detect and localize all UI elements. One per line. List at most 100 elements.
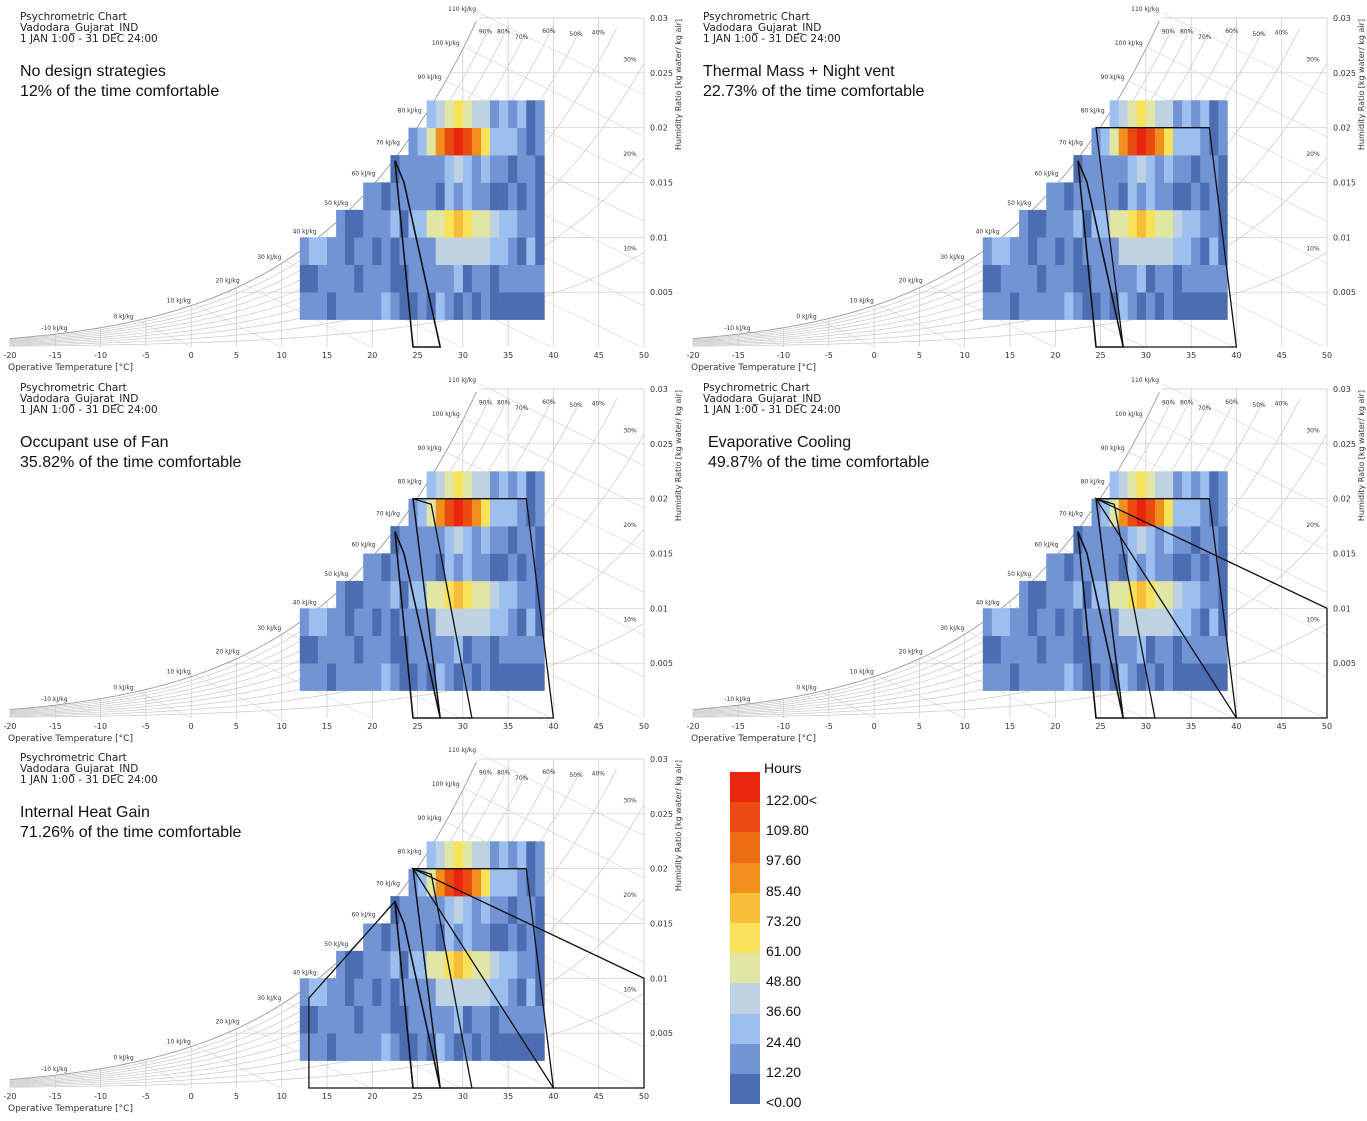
heatmap-cell: [982, 292, 993, 320]
y-tick-label: 0.01: [650, 233, 668, 242]
enthalpy-line: [1162, 383, 1328, 466]
heatmap-cell: [535, 209, 545, 238]
heatmap-cell: [1154, 155, 1165, 183]
legend-swatch: [730, 802, 760, 833]
rh-label: 90%: [479, 400, 493, 407]
heatmap-cell: [390, 237, 400, 265]
enthalpy-label: 30 kJ/kg: [257, 625, 281, 632]
heatmap-cell: [1037, 292, 1047, 320]
heatmap-cell: [517, 182, 527, 211]
heatmap-cell: [435, 1005, 446, 1034]
heatmap-cell: [1218, 292, 1228, 320]
heatmap-cell: [517, 663, 527, 691]
heatmap-cell: [1173, 100, 1183, 128]
legend-label: 12.20: [766, 1063, 802, 1080]
heatmap-cell: [1082, 182, 1092, 211]
heatmap-cell: [1046, 635, 1056, 664]
heatmap-cell: [1046, 292, 1056, 320]
heatmap-cell: [1091, 127, 1101, 156]
heatmap-cell: [508, 896, 518, 924]
heatmap-cell: [535, 127, 545, 156]
enthalpy-line: [463, 787, 645, 879]
heatmap-cell: [1145, 498, 1156, 527]
heatmap-cell: [363, 663, 373, 691]
heatmap-cell: [462, 264, 473, 293]
heatmap-cell: [435, 978, 446, 1006]
heatmap-cell: [1136, 553, 1147, 582]
heatmap-cell: [336, 1005, 346, 1034]
heatmap-cell: [535, 155, 545, 183]
heatmap-cell: [490, 868, 500, 897]
heatmap-cell: [363, 1033, 373, 1061]
heatmap-cell: [1091, 264, 1101, 293]
heatmap-cell: [408, 663, 418, 691]
heatmap-cell: [426, 237, 436, 265]
heatmap-cell: [1055, 553, 1065, 582]
heatmap-cell: [381, 209, 391, 238]
heatmap-cell: [1154, 100, 1165, 128]
x-tick-label: 30: [1141, 722, 1151, 731]
header-period: 1 JAN 1:00 - 31 DEC 24:00: [703, 33, 841, 45]
heatmap-cell: [1209, 635, 1219, 664]
rh-label: 60%: [542, 399, 556, 406]
x-axis-label: Operative Temperature [°C]: [8, 734, 133, 744]
zone-evaporative: [411, 867, 645, 1089]
x-tick-label: 40: [548, 1092, 558, 1101]
heatmap-cell: [308, 292, 319, 320]
heatmap-cell: [982, 608, 993, 636]
panel-header: Psychrometric Chart Vadodara_Gujarat_IND 1…: [703, 383, 841, 416]
x-tick-label: -5: [825, 722, 833, 731]
heatmap-cell: [336, 1033, 346, 1061]
heatmap-cell: [1118, 580, 1129, 609]
heatmap-cell: [1082, 209, 1092, 238]
heatmap-cell: [535, 635, 545, 664]
heatmap-cell: [490, 841, 500, 869]
heatmap-cell: [517, 155, 527, 183]
enthalpy-label: 60 kJ/kg: [351, 171, 375, 178]
heatmap-cell: [1028, 580, 1038, 609]
heatmap-cell: [399, 635, 409, 664]
heatmap-cell: [481, 100, 491, 128]
psychrometric-panel-2: -20 -15 -10 -5 0 5 10 15 20 25 30 35 40 45 50 0.005 0.01…: [683, 0, 1366, 373]
heatmap-cell: [1073, 182, 1083, 211]
heatmap-cell: [354, 608, 364, 636]
heatmap-cell: [1145, 182, 1156, 211]
legend-swatch: [730, 1013, 760, 1044]
header-chart-name: Psychrometric Chart: [703, 382, 810, 394]
x-axis-label: Operative Temperature [°C]: [8, 1104, 133, 1114]
rh-label: 30%: [623, 797, 637, 804]
heatmap-cell: [1182, 100, 1192, 128]
heatmap-cell: [481, 471, 491, 499]
enthalpy-label: 50 kJ/kg: [1007, 571, 1031, 578]
heatmap-cell: [1209, 498, 1219, 527]
header-chart-name: Psychrometric Chart: [20, 752, 127, 764]
enthalpy-line: [877, 675, 965, 719]
heatmap-cell: [490, 608, 500, 636]
saturation-curve: [9, 391, 477, 711]
heatmap-cell: [1064, 182, 1074, 211]
heatmap-cell: [481, 978, 491, 1006]
heatmap-cell: [1209, 580, 1219, 609]
heatmap-cell: [453, 923, 464, 952]
heatmap-cell: [1064, 237, 1074, 265]
enthalpy-label: 110 kJ/kg: [448, 747, 476, 754]
heatmap-cell: [1191, 182, 1201, 211]
heatmap-cell: [336, 209, 346, 238]
heatmap-cell: [372, 264, 382, 293]
heatmap-cell: [317, 292, 328, 320]
heatmap-cell: [1182, 182, 1192, 211]
hours-heatmap: [299, 841, 545, 1061]
heatmap-cell: [426, 526, 436, 554]
heatmap-cell: [1154, 127, 1165, 156]
heatmap-cell: [517, 553, 527, 582]
heatmap-cell: [426, 100, 436, 128]
heatmap-cell: [508, 868, 518, 897]
heatmap-cell: [1064, 608, 1074, 636]
x-tick-label: 35: [1186, 351, 1196, 360]
heatmap-cell: [363, 978, 373, 1006]
heatmap-cell: [535, 923, 545, 952]
heatmap-cell: [1118, 127, 1129, 156]
heatmap-cell: [526, 471, 536, 499]
x-tick-label: 10: [960, 351, 970, 360]
heatmap-cell: [1173, 526, 1183, 554]
